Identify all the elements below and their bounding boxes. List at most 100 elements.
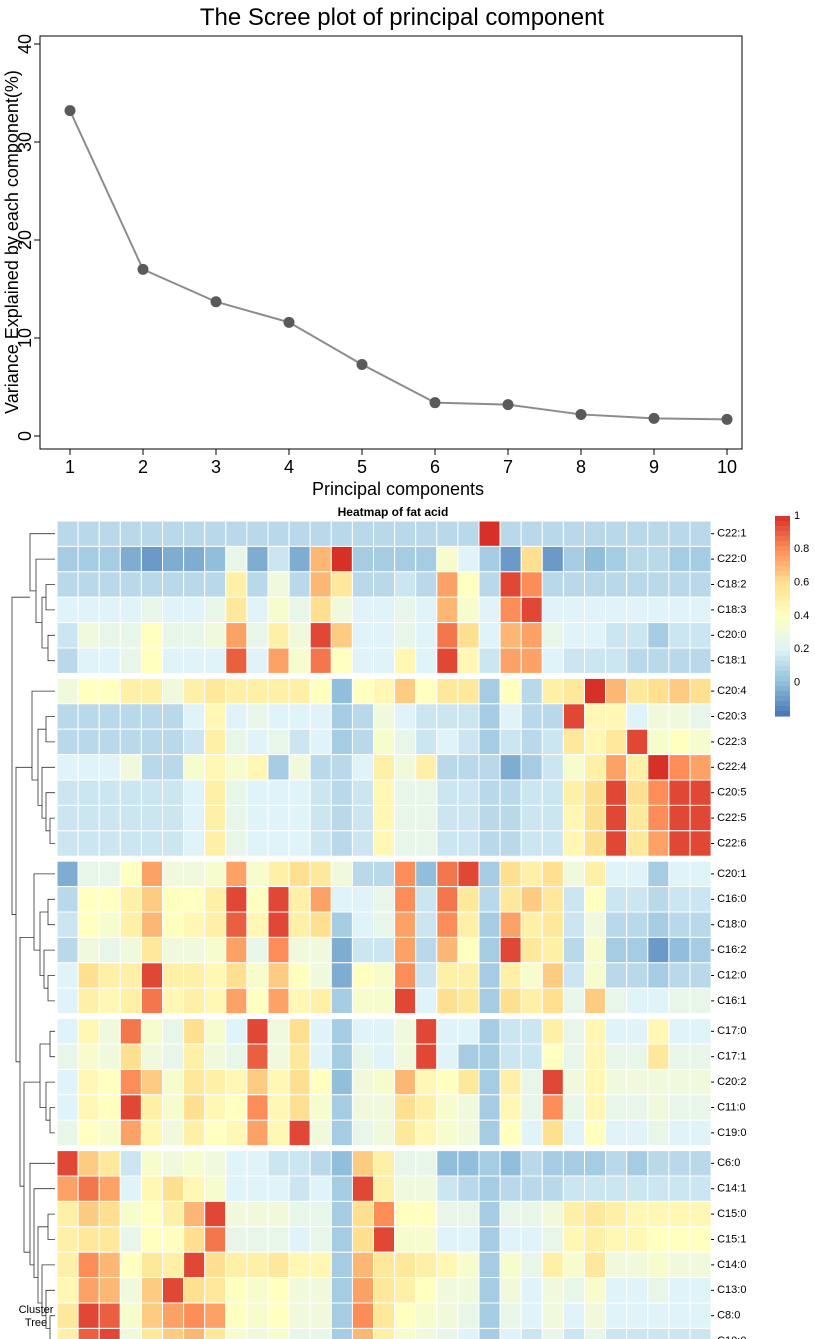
heatmap-cell [584,1277,607,1304]
colorbar-segment [775,651,790,657]
heatmap-cell [394,1251,417,1279]
heatmap-cell [626,728,649,756]
heatmap-cell [119,754,142,781]
heatmap-cell [541,886,564,913]
heatmap-cell [689,703,712,730]
heatmap-cell [225,936,248,964]
heatmap-cell [541,1302,564,1329]
heatmap-cell [330,962,353,989]
heatmap-cell [373,962,396,989]
heatmap-cell [330,1302,353,1329]
heatmap-cell [499,622,522,649]
dendrogram-branch [49,1107,55,1134]
heatmap-cell [394,1018,417,1045]
heatmap-cell [183,1150,206,1177]
heatmap-cell [394,1226,417,1253]
heatmap-cell [668,520,691,547]
heatmap-cell [225,1150,248,1177]
heatmap-cell [204,804,227,832]
heatmap-cell [140,779,163,806]
heatmap-cell [330,622,353,649]
heatmap-cell [478,962,501,989]
heatmap-cell [584,1068,607,1096]
heatmap-cell [267,545,290,573]
heatmap-cell [56,1277,79,1304]
dendrogram-branch [45,1081,55,1121]
heatmap-cell [56,647,79,674]
heatmap-cell [394,1150,417,1177]
heatmap-cell [520,596,543,624]
heatmap-cell [478,987,501,1015]
heatmap-cell [77,911,100,938]
heatmap-cell [394,647,417,674]
heatmap-cell [119,520,142,547]
heatmap-cell [288,1018,311,1045]
heatmap-cell [436,962,459,989]
heatmap-cell [436,1226,459,1253]
heatmap-cell [605,647,628,674]
heatmap-cell [436,677,459,705]
heatmap-cell [457,520,480,547]
heatmap-cell [562,1251,586,1279]
heatmap-cell [436,1302,459,1329]
scree-point [575,408,587,420]
colorbar-segment [775,591,790,597]
heatmap-cell [520,962,543,989]
heatmap-cell [246,962,269,989]
heatmap-cell [56,1175,79,1202]
heatmap-cell [478,860,501,888]
heatmap-cell [689,1150,712,1177]
heatmap-cell [668,1175,691,1202]
x-tick-label: 5 [357,457,367,477]
heatmap-cell [478,1150,501,1177]
heatmap-cell [436,1119,459,1147]
heatmap-cell [584,520,607,547]
heatmap-cell [584,830,607,857]
x-tick-label: 1 [65,457,75,477]
heatmap-cell [288,703,311,730]
dendrogram-branch [45,792,55,832]
dendrogram-branch [39,911,48,976]
heatmap-cell [246,779,269,806]
heatmap-cell [478,911,501,938]
x-tick-label: 8 [576,457,586,477]
heatmap-cell [415,1068,438,1096]
heatmap-cell [204,1068,227,1096]
heatmap-cell [225,1277,248,1304]
heatmap-cell [520,1200,543,1228]
heatmap-cell [626,1302,649,1329]
heatmap-cell [605,860,628,888]
heatmap-cell [162,1094,185,1121]
heatmap-cell [647,1175,670,1202]
heatmap-cell [119,728,142,756]
heatmap-cell [204,886,227,913]
heatmap-cell [668,728,691,756]
heatmap-cell [562,1302,586,1329]
heatmap-cell [77,962,100,989]
dendrogram-branch [47,975,55,1002]
heatmap-cell [605,936,628,964]
heatmap-cell [246,1068,269,1096]
heatmap-cell [436,886,459,913]
heatmap-cell [183,1302,206,1329]
heatmap-cell [478,571,501,598]
cluster-tree-label: Cluster [19,1304,54,1316]
heatmap-cell [351,647,374,674]
heatmap-cell [668,962,691,989]
heatmap-cell [373,622,396,649]
heatmap-cell [225,647,248,674]
heatmap-cell [330,830,353,857]
heatmap-cell [267,936,290,964]
heatmap-cell [351,728,374,756]
heatmap-cell [246,622,269,649]
heatmap-cell [668,911,691,938]
heatmap-cell [499,571,522,598]
row-label: C20:1 [717,868,746,880]
heatmap-cell [246,1277,269,1304]
heatmap-cell [457,779,480,806]
heatmap-cell [330,804,353,832]
heatmap-cell [309,754,332,781]
heatmap-cell [415,1119,438,1147]
heatmap-cell [457,728,480,756]
heatmap-cell [562,779,586,806]
